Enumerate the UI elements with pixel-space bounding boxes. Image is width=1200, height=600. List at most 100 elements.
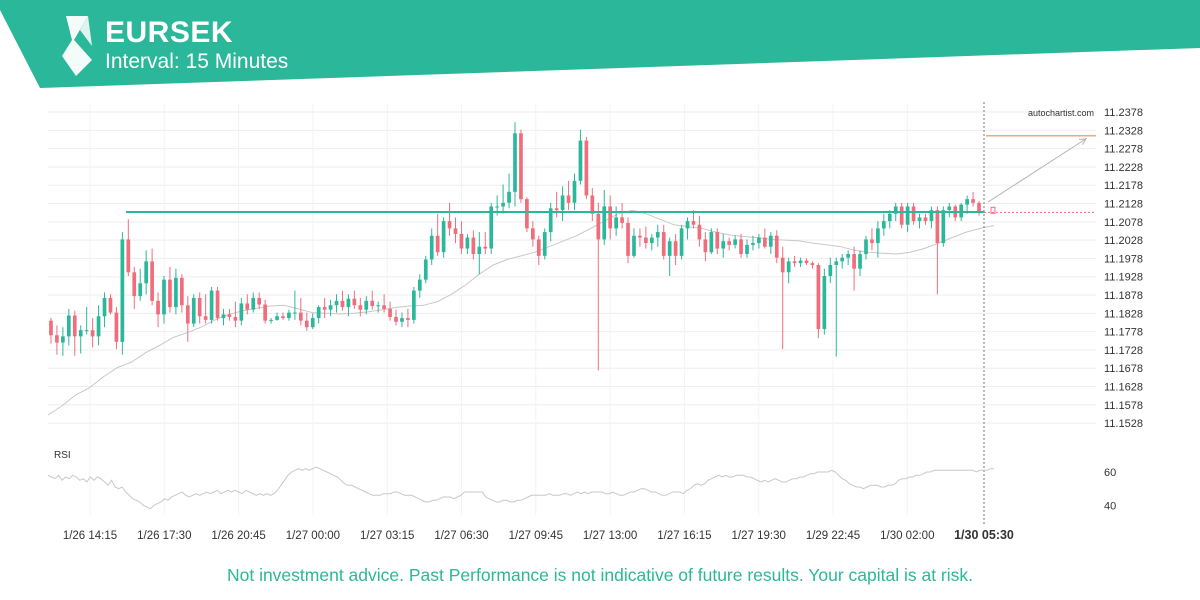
candle-body [156, 300, 160, 315]
candle-body [322, 307, 327, 310]
candle-body [977, 202, 981, 213]
candle-body [536, 239, 541, 256]
candle-body [263, 304, 267, 321]
candle-body [768, 235, 773, 247]
x-tick-label: 1/26 14:15 [63, 530, 117, 542]
y-tick-label: 11.1928 [1104, 272, 1143, 284]
candle-body [239, 303, 244, 321]
candle-body [162, 279, 166, 315]
candle-body [227, 314, 232, 317]
candle-body [72, 315, 77, 337]
candle-body [542, 232, 547, 256]
y-tick-label: 11.1678 [1104, 363, 1143, 375]
candle-body [269, 319, 273, 321]
candle-body [334, 300, 339, 306]
price-axis: 11.2378 11.2328 11.2278 11.2228 11.2178 11.21… [1104, 107, 1143, 430]
candle-body [429, 235, 434, 260]
candle-body [108, 297, 113, 313]
banner-background [0, 0, 1200, 88]
y-tick-label: 11.2178 [1104, 180, 1143, 192]
projection-arrowhead [1079, 138, 1087, 145]
y-tick-label: 11.1878 [1104, 290, 1143, 302]
y-tick-label: 11.1728 [1104, 345, 1143, 357]
candle-body [423, 259, 428, 280]
candle-body [655, 232, 660, 238]
candle-body [447, 221, 452, 229]
candle-body [881, 221, 886, 229]
candle-body [745, 244, 749, 255]
x-tick-label: 1/27 00:00 [286, 530, 340, 542]
candle-body [495, 206, 499, 208]
candle-body [774, 235, 779, 258]
candle-body [316, 307, 321, 319]
candle-body [489, 206, 494, 249]
candle-body [572, 180, 577, 203]
x-tick-label: 1/30 02:00 [880, 530, 934, 542]
candle-body [531, 228, 535, 240]
time-axis: 1/26 14:15 1/26 17:30 1/26 20:45 1/27 00:00… [63, 528, 1014, 542]
header-banner: EURSEK Interval: 15 Minutes [0, 0, 1200, 90]
candle-body [834, 261, 839, 266]
candle-body [578, 140, 583, 181]
candle-body [132, 272, 137, 297]
candle-body [144, 261, 149, 284]
candle-body [864, 239, 868, 255]
candle-body [483, 246, 488, 249]
x-tick-label: 1/27 19:30 [732, 530, 786, 542]
candle-body [519, 133, 523, 200]
candle-body [328, 305, 333, 310]
candle-body [465, 237, 470, 249]
x-tick-label: 1/27 13:00 [583, 530, 637, 542]
x-tick-label: 1/27 16:15 [657, 530, 711, 542]
candle-body [507, 191, 511, 203]
candle-body [679, 228, 684, 256]
candle-body [126, 239, 131, 273]
candle-body [209, 290, 214, 320]
candle-body [293, 312, 297, 314]
candle-body [757, 237, 761, 244]
candle-body [215, 290, 220, 319]
candle-body [245, 303, 250, 310]
candle-body [435, 235, 440, 253]
candle-body [667, 241, 672, 256]
candle-body [947, 206, 952, 211]
candle-body [899, 206, 904, 225]
candle-body [400, 318, 404, 322]
candle-body [560, 195, 565, 211]
candle-body [150, 261, 154, 301]
candle-body [168, 279, 172, 308]
candle-body [638, 235, 642, 238]
candle-body [358, 305, 363, 310]
x-tick-label: 1/27 06:30 [434, 530, 488, 542]
x-tick-label: 1/26 20:45 [211, 530, 265, 542]
y-tick-label: 11.1828 [1104, 308, 1143, 320]
candle-body [513, 133, 517, 192]
candle-body [733, 239, 737, 245]
y-tick-label: 11.1978 [1104, 253, 1143, 265]
candle-body [596, 213, 601, 240]
candle-body [965, 199, 969, 205]
candle-body [840, 257, 845, 262]
candle-body [697, 224, 702, 240]
candle-body [816, 265, 821, 330]
logo-icon [62, 16, 92, 76]
candle-body [281, 316, 285, 319]
x-tick-label: 1/27 09:45 [509, 530, 563, 542]
candle-body [257, 297, 262, 305]
candle-body [804, 260, 809, 264]
candle-body [376, 305, 381, 307]
candle-body [417, 279, 422, 291]
candle-body [590, 195, 595, 214]
candle-body [394, 316, 398, 322]
y-tick-label: 11.1778 [1104, 327, 1143, 339]
candle-body [828, 265, 833, 276]
candle-body [191, 297, 196, 324]
candle-body [251, 297, 256, 310]
candle-body [441, 221, 446, 253]
candle-body [310, 318, 315, 328]
y-tick-label: 11.2378 [1104, 107, 1143, 119]
rsi-tick-label: 60 [1104, 467, 1116, 479]
candle-body [852, 254, 856, 269]
candle-body [893, 206, 898, 214]
